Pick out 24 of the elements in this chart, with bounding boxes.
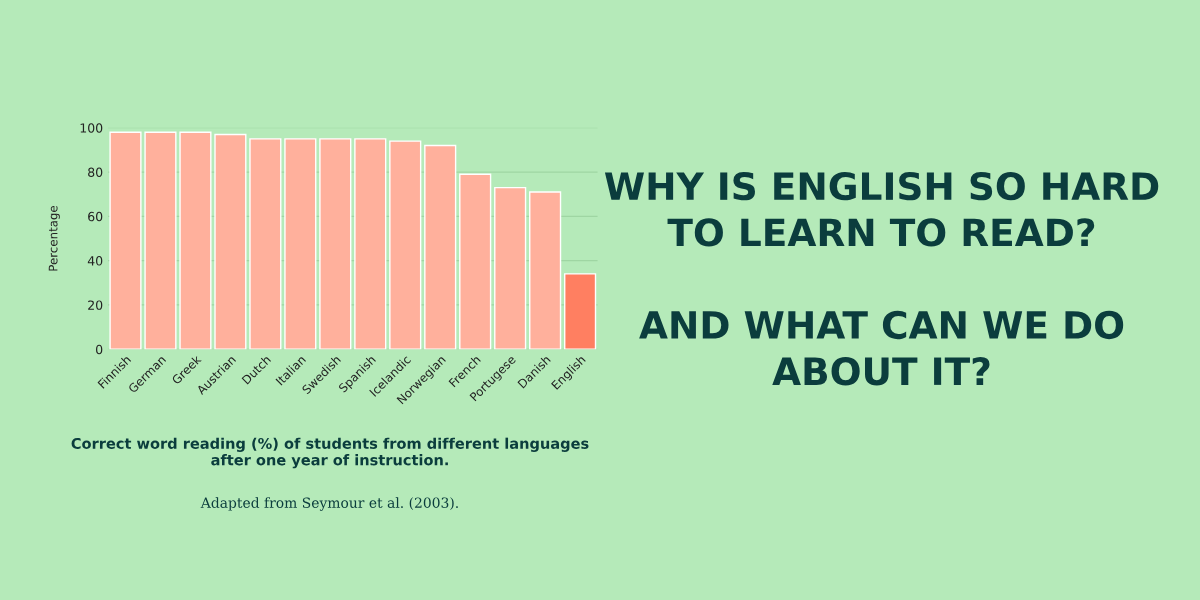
y-tick-label: 80 [88,167,103,178]
bar [144,131,177,350]
bar [179,131,212,350]
y-tick-label: 0 [96,344,103,355]
bar [354,138,387,350]
bar [529,191,562,350]
bar [249,138,282,350]
text: Correct word reading (%) of students from different languages after one year of instruction. [71,437,589,469]
bar [389,140,422,350]
bar [424,144,457,350]
y-tick-label: 100 [80,123,103,133]
bar [564,273,597,350]
chart-title: WHY IS ENGLISH SO HARD TO LEARN TO READ? AND WHAT CAN WE DO ABOUT IT? [604,171,1159,386]
y-tick-label: 60 [88,211,103,222]
bar [284,138,317,350]
y-axis-title: Percentage [48,205,60,271]
bar [214,133,247,350]
y-tick-label: 40 [87,256,103,266]
bar [109,131,142,350]
text: Adapted from Seymour et al. (2003). [200,497,458,511]
bar [319,138,352,350]
y-tick-label: 20 [88,300,103,310]
bar [459,173,492,350]
bar [494,186,527,350]
